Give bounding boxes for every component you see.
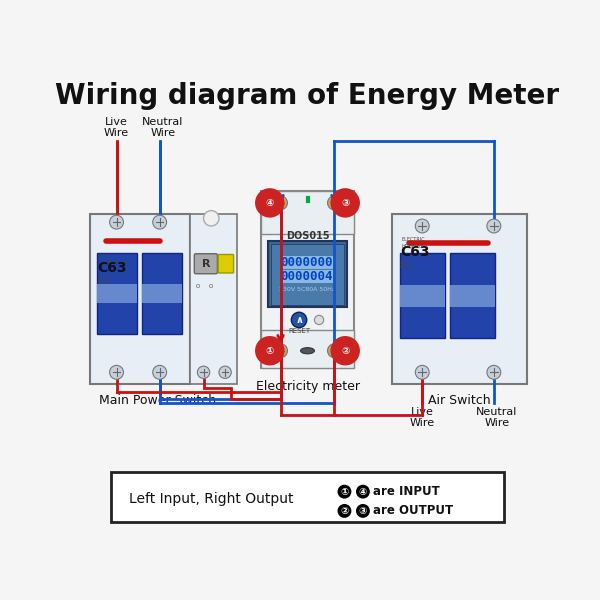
Text: 6000A: 6000A xyxy=(97,281,110,285)
Circle shape xyxy=(153,215,167,229)
Text: O: O xyxy=(209,284,213,289)
Bar xyxy=(400,253,445,338)
Ellipse shape xyxy=(301,347,314,354)
Bar xyxy=(400,285,445,307)
Circle shape xyxy=(328,344,341,358)
Text: 230V 5C80A 50Hz: 230V 5C80A 50Hz xyxy=(278,287,335,292)
Circle shape xyxy=(338,504,352,518)
Circle shape xyxy=(292,312,307,328)
Text: C63: C63 xyxy=(97,261,127,275)
Circle shape xyxy=(274,344,287,358)
Bar xyxy=(97,284,137,303)
Bar xyxy=(450,253,494,338)
Text: Neutral
Wire: Neutral Wire xyxy=(476,407,518,428)
Circle shape xyxy=(274,196,287,210)
Bar xyxy=(268,241,347,307)
Bar xyxy=(262,191,354,233)
FancyBboxPatch shape xyxy=(194,254,217,274)
Circle shape xyxy=(328,196,341,210)
Text: Wiring diagram of Energy Meter: Wiring diagram of Energy Meter xyxy=(55,82,560,110)
Text: RESET: RESET xyxy=(288,328,310,334)
Text: HDBE-63LE: HDBE-63LE xyxy=(100,260,127,265)
Text: HDBE-63: HDBE-63 xyxy=(401,244,424,248)
Text: ③: ③ xyxy=(341,198,349,208)
FancyBboxPatch shape xyxy=(218,254,233,273)
Text: ①: ① xyxy=(340,487,349,497)
Bar xyxy=(91,214,190,384)
Text: Electricity meter: Electricity meter xyxy=(256,380,359,393)
Circle shape xyxy=(203,211,219,226)
Bar xyxy=(392,214,527,384)
Circle shape xyxy=(314,316,323,325)
Circle shape xyxy=(356,504,370,518)
Text: ③: ③ xyxy=(359,506,367,516)
Text: are INPUT: are INPUT xyxy=(373,485,440,498)
Circle shape xyxy=(487,365,501,379)
Text: ELECTRIC: ELECTRIC xyxy=(401,238,425,242)
Bar xyxy=(450,285,494,307)
Text: ④: ④ xyxy=(266,198,274,208)
Bar xyxy=(111,472,504,523)
Text: 6000A: 6000A xyxy=(400,265,413,269)
Text: Neutral
Wire: Neutral Wire xyxy=(142,118,184,138)
Circle shape xyxy=(153,365,167,379)
Text: Left Input, Right Output: Left Input, Right Output xyxy=(129,491,293,506)
Circle shape xyxy=(219,366,231,379)
Text: ④: ④ xyxy=(359,487,367,497)
Circle shape xyxy=(487,219,501,233)
Circle shape xyxy=(356,485,370,499)
Text: 0000004: 0000004 xyxy=(280,269,333,283)
Text: ②: ② xyxy=(341,346,349,356)
Text: ①: ① xyxy=(266,346,274,356)
Text: ∧: ∧ xyxy=(295,315,303,325)
Text: Main Power Switch: Main Power Switch xyxy=(99,394,216,407)
Bar xyxy=(262,191,354,368)
Text: Air Switch: Air Switch xyxy=(428,394,491,407)
Text: 400V~: 400V~ xyxy=(400,262,414,265)
Text: Live
Wire: Live Wire xyxy=(104,118,129,138)
Bar xyxy=(142,284,182,303)
Text: Live
Wire: Live Wire xyxy=(410,407,435,428)
Bar xyxy=(190,214,236,384)
Text: 230V~: 230V~ xyxy=(97,277,112,281)
Text: ②: ② xyxy=(340,506,349,516)
Text: O: O xyxy=(196,284,200,289)
Bar xyxy=(271,244,344,305)
Text: 0000000: 0000000 xyxy=(280,256,333,269)
Circle shape xyxy=(110,365,124,379)
Text: C63: C63 xyxy=(400,245,430,259)
Text: DOS015: DOS015 xyxy=(286,231,329,241)
Circle shape xyxy=(197,366,210,379)
Text: are OUTPUT: are OUTPUT xyxy=(373,505,453,517)
Circle shape xyxy=(110,215,124,229)
Bar xyxy=(97,253,137,334)
Circle shape xyxy=(338,485,352,499)
Circle shape xyxy=(415,365,429,379)
Bar xyxy=(262,330,354,368)
Text: R: R xyxy=(202,259,210,269)
Bar xyxy=(142,253,182,334)
Circle shape xyxy=(415,219,429,233)
